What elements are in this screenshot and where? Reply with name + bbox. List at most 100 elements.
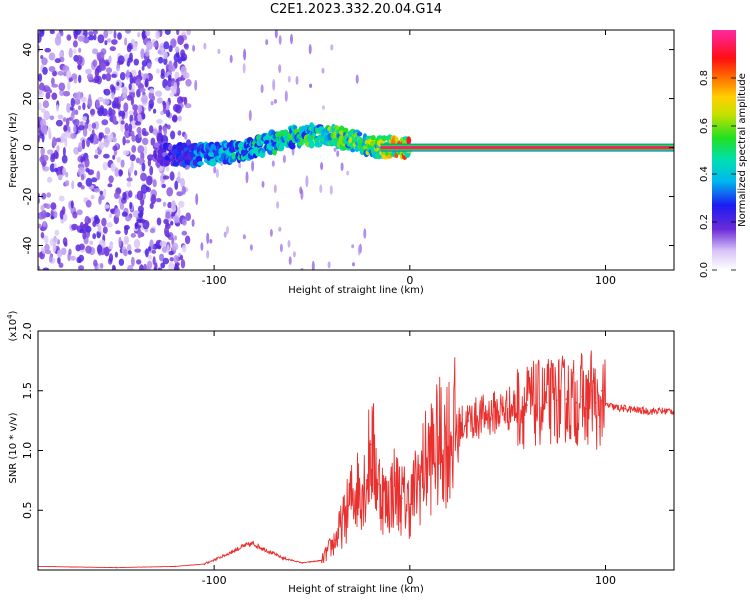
noise-cell [159, 240, 167, 247]
colorbar: 0.0 0.2 0.4 0.6 0.8 Normalized spectral ampl… [699, 30, 748, 278]
noise-cell [119, 72, 126, 81]
noise-cell [47, 126, 51, 134]
snr-point [334, 539, 337, 541]
snr-point [438, 443, 441, 446]
sparse-cell [308, 44, 312, 55]
noise-cell [73, 146, 80, 155]
noise-cell [135, 121, 142, 126]
sparse-cell [288, 256, 292, 265]
noise-cell [44, 235, 49, 245]
noise-cell [92, 48, 98, 55]
noise-cell [61, 154, 68, 164]
noise-cell [93, 34, 97, 41]
sparse-cell [327, 261, 331, 269]
noise-cell [85, 177, 93, 187]
noise-cell [74, 109, 79, 116]
noise-cell [38, 73, 43, 82]
noise-cell [72, 48, 77, 54]
noise-cell [139, 264, 144, 270]
noise-cell [173, 255, 179, 264]
noise-cell [82, 127, 88, 137]
snr-point [581, 395, 583, 398]
signal-cell [394, 136, 399, 142]
noise-cell [156, 132, 162, 142]
y-tick-label: -20 [21, 188, 34, 206]
x-tick-label: 0 [406, 574, 413, 587]
noise-cell [131, 145, 137, 153]
noise-cell [84, 222, 89, 231]
noise-cell [113, 102, 120, 109]
noise-cell [141, 113, 146, 120]
snr-marks [38, 350, 674, 569]
noise-cell [147, 254, 153, 260]
noise-cell [104, 127, 111, 135]
noise-cell [82, 102, 86, 110]
sparse-cell [276, 201, 280, 209]
noise-cell [82, 231, 87, 240]
noise-cell [104, 40, 108, 46]
colorbar-tick-label: 0.6 [699, 118, 710, 134]
noise-cell [61, 206, 66, 215]
noise-cell [51, 77, 55, 86]
noise-cell [168, 45, 173, 53]
noise-cell [93, 188, 101, 193]
noise-cell [175, 104, 182, 114]
y-scale-exponent: 4 [6, 314, 14, 319]
noise-cell [105, 89, 109, 94]
sparse-cell [192, 44, 196, 52]
y-tick-label: 1.0 [21, 442, 34, 460]
noise-cell [56, 104, 59, 112]
noise-cell [114, 251, 118, 258]
sparse-cell [217, 48, 221, 55]
sparse-cell [191, 219, 195, 227]
noise-cell [101, 217, 107, 227]
noise-cell [94, 75, 100, 83]
noise-cell [149, 203, 154, 209]
noise-cell [126, 95, 132, 101]
noise-cell [100, 263, 104, 269]
noise-cell [160, 68, 165, 77]
signal-cell [356, 131, 363, 137]
noise-cell [127, 250, 132, 255]
snr-point [467, 419, 470, 422]
noise-cell [39, 156, 45, 163]
noise-cell [57, 70, 64, 76]
noise-cell [76, 55, 83, 65]
noise-cell [109, 46, 117, 52]
y-tick-label: -40 [21, 237, 34, 255]
snr-point [526, 404, 528, 406]
noise-cell [53, 167, 59, 173]
noise-cell [128, 123, 133, 133]
snr-point [600, 390, 603, 392]
noise-cell [113, 115, 117, 125]
noise-cell [141, 94, 148, 104]
noise-cell [151, 249, 156, 254]
snr-point [350, 497, 352, 500]
noise-cell [146, 260, 153, 270]
noise-cell [121, 86, 128, 96]
noise-cell [126, 244, 132, 252]
signal-cell [292, 125, 298, 130]
noise-cell [161, 246, 168, 253]
noise-cell [141, 65, 145, 71]
signal-cell [343, 127, 349, 133]
noise-cell [142, 73, 150, 81]
noise-cell [62, 237, 68, 246]
snr-point [624, 407, 626, 410]
sparse-cell [209, 239, 213, 244]
sparse-cell [284, 90, 288, 102]
noise-cell [73, 92, 80, 100]
snr-point [643, 410, 646, 412]
noise-cell [98, 195, 102, 205]
noise-cell [66, 34, 72, 41]
snr-point [409, 503, 411, 506]
noise-cell [38, 102, 42, 111]
noise-cell [68, 248, 72, 256]
noise-cell [184, 133, 188, 140]
sparse-cell [278, 64, 282, 73]
noise-cell [177, 35, 185, 46]
noise-cell [116, 64, 120, 72]
noise-cell [66, 103, 71, 113]
noise-cell [108, 175, 114, 184]
noise-cell [164, 30, 171, 35]
